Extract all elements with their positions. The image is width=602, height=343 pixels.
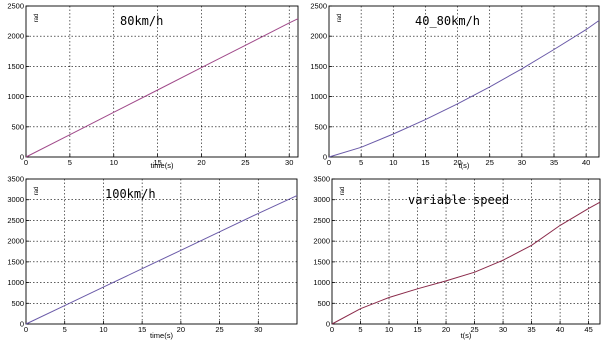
y-tick-label: 2500 xyxy=(313,216,330,225)
y-tick-label: 2000 xyxy=(313,237,330,246)
y-tick-label: 2500 xyxy=(7,216,24,225)
y-tick-label: 0 xyxy=(323,153,327,162)
plot-frame xyxy=(328,5,600,158)
x-tick-label: 25 xyxy=(241,158,249,167)
y-tick-label: 0 xyxy=(326,320,330,329)
y-tick-label: 1000 xyxy=(7,278,24,287)
x-tick-label: 0 xyxy=(24,325,28,334)
x-tick-label: 35 xyxy=(527,325,535,334)
y-tick-label: 1000 xyxy=(313,278,330,287)
x-tick-label: 5 xyxy=(68,158,72,167)
x-tick-label: 20 xyxy=(453,158,461,167)
chart-title: 100km/h xyxy=(105,187,156,201)
x-axis-label: t(s) xyxy=(461,331,472,340)
x-tick-label: 15 xyxy=(153,158,161,167)
x-tick-label: 20 xyxy=(197,158,205,167)
y-tick-label: 1000 xyxy=(7,92,24,101)
x-axis-label: t(s) xyxy=(459,161,470,170)
x-axis-label: time(s) xyxy=(150,331,173,340)
y-tick-label: 500 xyxy=(11,122,24,131)
y-axis-label: rad xyxy=(337,14,343,23)
chart-panel-2: 0 5 10 15 20 25 30 35 40 0 500 1000 1500 2000 2500 t(s)… xyxy=(310,2,600,170)
x-tick-label: 5 xyxy=(359,158,363,167)
x-tick-label: 30 xyxy=(254,325,262,334)
x-tick-label: 0 xyxy=(330,325,334,334)
y-tick-label: 500 xyxy=(317,299,330,308)
x-tick-label: 25 xyxy=(215,325,223,334)
y-tick-label: 1500 xyxy=(313,257,330,266)
y-tick-label: 2500 xyxy=(7,2,24,11)
x-tick-label: 40 xyxy=(556,325,564,334)
x-tick-label: 30 xyxy=(518,158,526,167)
x-tick-label: 25 xyxy=(486,158,494,167)
x-tick-label: 0 xyxy=(24,158,28,167)
chart-panel-3: 0 5 10 15 20 25 30 0 500 1000 1500 2000 2500 3000 3500… xyxy=(7,175,298,340)
x-tick-label: 25 xyxy=(470,325,478,334)
chart-panel-4: 0 5 10 15 20 25 30 35 40 45 0 500 1000 1500 2000 2500 30… xyxy=(313,175,601,340)
x-tick-label: 20 xyxy=(177,325,185,334)
chart-title: variable speed xyxy=(408,193,509,207)
y-tick-label: 0 xyxy=(20,320,24,329)
x-tick-label: 30 xyxy=(285,158,293,167)
plot-frame xyxy=(331,178,601,325)
x-tick-label: 15 xyxy=(421,158,429,167)
y-tick-label: 1500 xyxy=(7,257,24,266)
y-tick-label: 2000 xyxy=(7,237,24,246)
series-line xyxy=(331,201,601,325)
x-tick-label: 0 xyxy=(327,158,331,167)
x-tick-label: 20 xyxy=(442,325,450,334)
y-tick-label: 1500 xyxy=(7,62,24,71)
series-line xyxy=(25,18,299,158)
chart-title: 80km/h xyxy=(120,14,163,28)
y-tick-label: 1000 xyxy=(310,92,327,101)
x-tick-label: 10 xyxy=(99,325,107,334)
y-tick-label: 3500 xyxy=(313,175,330,184)
y-tick-label: 500 xyxy=(11,299,24,308)
chart-panel-1: 0 5 10 15 20 25 30 0 500 1000 1500 2000 2500 time(s) r… xyxy=(7,2,299,170)
x-tick-label: 15 xyxy=(138,325,146,334)
x-tick-label: 45 xyxy=(584,325,592,334)
x-axis-label: time(s) xyxy=(151,161,174,170)
y-tick-label: 1500 xyxy=(310,62,327,71)
plot-frame xyxy=(25,178,298,325)
y-tick-label: 2500 xyxy=(310,2,327,11)
y-axis-label: rad xyxy=(34,14,40,23)
y-axis-label: rad xyxy=(340,187,346,196)
x-tick-label: 30 xyxy=(499,325,507,334)
x-tick-label: 40 xyxy=(582,158,590,167)
x-tick-label: 10 xyxy=(385,325,393,334)
y-tick-label: 3500 xyxy=(7,175,24,184)
y-tick-label: 500 xyxy=(314,122,327,131)
y-tick-label: 0 xyxy=(20,153,24,162)
x-tick-label: 10 xyxy=(110,158,118,167)
x-tick-label: 15 xyxy=(413,325,421,334)
y-tick-label: 2000 xyxy=(310,32,327,41)
chart-title: 40_80km/h xyxy=(415,14,480,28)
series-line xyxy=(25,195,298,325)
x-tick-label: 10 xyxy=(389,158,397,167)
x-tick-label: 5 xyxy=(63,325,67,334)
series-line xyxy=(328,20,600,158)
y-tick-label: 2000 xyxy=(7,32,24,41)
x-tick-label: 35 xyxy=(550,158,558,167)
plot-frame xyxy=(25,5,299,158)
y-axis-label: rad xyxy=(34,187,40,196)
y-tick-label: 3000 xyxy=(313,195,330,204)
y-tick-label: 3000 xyxy=(7,195,24,204)
x-tick-label: 5 xyxy=(358,325,362,334)
